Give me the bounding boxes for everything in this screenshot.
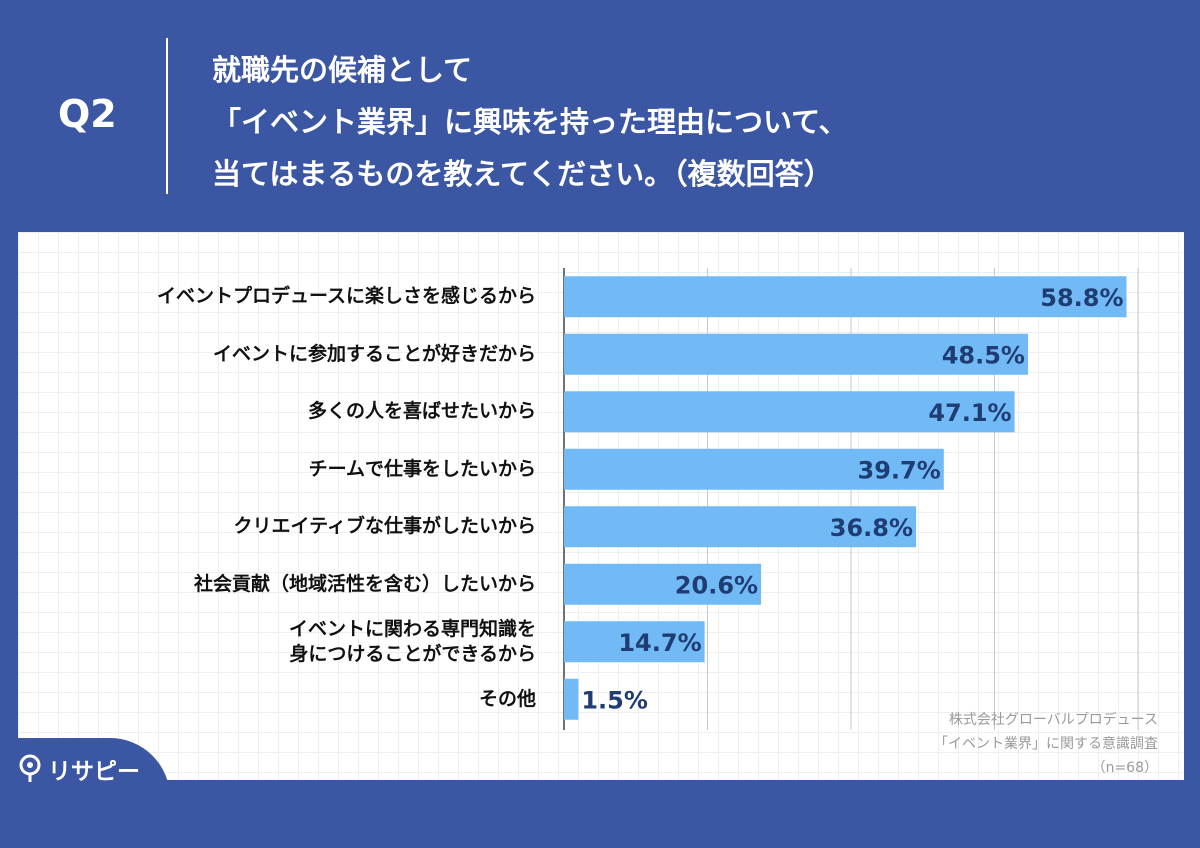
question-title-line: 当てはまるものを教えてください。（複数回答） bbox=[212, 157, 833, 191]
footnote-line: （n=68） bbox=[1091, 760, 1158, 776]
category-label: クリエイティブな仕事がしたいから bbox=[233, 515, 536, 538]
brand-logo: リサピー bbox=[18, 752, 140, 786]
data-label: 20.6% bbox=[675, 571, 758, 599]
data-label: 58.8% bbox=[1040, 284, 1123, 312]
bar bbox=[564, 333, 1028, 375]
bar bbox=[564, 621, 705, 663]
question-number: Q2 bbox=[58, 92, 117, 136]
footnote-line: 「イベント業界」に関する意識調査 bbox=[934, 736, 1158, 752]
category-label: チームで仕事をしたいから bbox=[308, 457, 536, 480]
category-label: 多くの人を喜ばせたいから bbox=[307, 400, 536, 423]
category-label: イベントに参加することが好きだから bbox=[212, 342, 536, 365]
bar bbox=[564, 448, 944, 490]
category-label: その他 bbox=[478, 687, 536, 710]
data-label: 39.7% bbox=[858, 456, 941, 484]
bar bbox=[564, 276, 1127, 318]
footnote-line: 株式会社グローバルプロデュース bbox=[948, 712, 1158, 728]
header-divider bbox=[166, 38, 168, 194]
bar bbox=[564, 506, 917, 548]
bar-chart: 58.8% 48.5% 47.1% 39.7% 36.8% 20.6% 14.7% 1.5% bbox=[563, 268, 1139, 730]
logo-text: リサピー bbox=[48, 759, 140, 785]
question-title-line: 就職先の候補として bbox=[212, 53, 473, 87]
bar bbox=[564, 678, 579, 720]
bar bbox=[564, 391, 1015, 433]
data-label: 47.1% bbox=[928, 399, 1011, 427]
data-label: 1.5% bbox=[581, 686, 648, 714]
bar bbox=[564, 563, 762, 605]
data-label: 48.5% bbox=[942, 341, 1025, 369]
question-title-line: 「イベント業界」に興味を持った理由について、 bbox=[212, 105, 848, 139]
category-label: 社会貢献（地域活性を含む）したいから bbox=[193, 572, 536, 595]
category-label: イベントに関わる専門知識を 身につけることができるから bbox=[288, 617, 536, 665]
chart-panel: 58.8% 48.5% 47.1% 39.7% 36.8% 20.6% 14.7% 1.5% … bbox=[18, 232, 1184, 780]
data-label: 14.7% bbox=[618, 629, 701, 657]
data-label: 36.8% bbox=[830, 514, 913, 542]
pin-icon bbox=[19, 754, 41, 782]
category-label: イベントプロデュースに楽しさを感じるから bbox=[156, 285, 536, 308]
question-title: 就職先の候補として 「イベント業界」に興味を持った理由について、 当てはまるもの… bbox=[212, 44, 848, 200]
footnote: 株式会社グローバルプロデュース 「イベント業界」に関する意識調査 （n=68） bbox=[934, 708, 1158, 780]
